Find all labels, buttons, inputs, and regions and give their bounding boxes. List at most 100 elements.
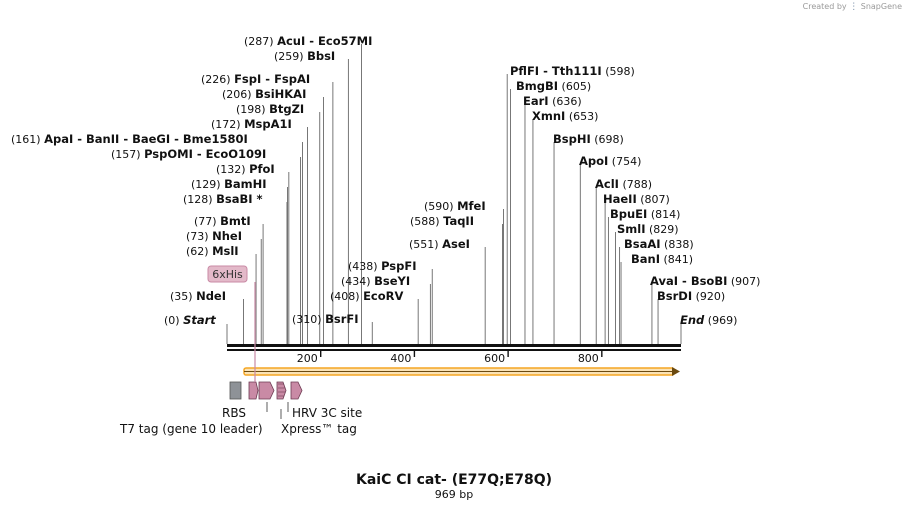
enzyme-name: BsrFI	[325, 312, 358, 326]
rbs-label: RBS	[222, 406, 246, 420]
site-label-26[interactable]: BspHI (698)	[553, 132, 624, 146]
scale-tick-label: 400	[390, 352, 411, 365]
site-label-11[interactable]: (77) BmtI	[194, 214, 251, 228]
enzyme-name: SmlI	[617, 222, 646, 236]
hrv-label: HRV 3C site	[292, 406, 362, 420]
site-label-21[interactable]: (551) AseI	[409, 237, 470, 251]
site-label-3[interactable]: (206) BsiHKAI	[222, 87, 306, 101]
his-label-box[interactable]	[207, 265, 248, 283]
site-label-10[interactable]: (128) BsaBI *	[183, 192, 263, 206]
enzyme-name: MslI	[212, 244, 239, 258]
enzyme-name: BamHI	[224, 177, 266, 191]
enzyme-name: BtgZI	[269, 102, 304, 116]
enzyme-name: AseI	[442, 237, 470, 251]
orf-arrowhead-icon	[672, 367, 680, 376]
enzyme-name: Tth111I	[552, 64, 602, 78]
enzyme-name: ApaI	[44, 132, 73, 146]
site-label-7[interactable]: (157) PspOMI - EcoO109I	[111, 147, 266, 161]
scale-tick-label: 800	[578, 352, 599, 365]
site-label-25[interactable]: XmnI (653)	[532, 109, 598, 123]
site-label-32[interactable]: BsaAI (838)	[624, 237, 694, 251]
site-label-14[interactable]: (35) NdeI	[170, 289, 226, 303]
site-label-24[interactable]: EarI (636)	[523, 94, 582, 108]
credit-text: Created by	[802, 2, 847, 11]
dna-backbone-bottom	[227, 349, 681, 351]
site-label-27[interactable]: ApoI (754)	[579, 154, 641, 168]
site-label-15[interactable]: (438) PspFI	[348, 259, 417, 273]
enzyme-name: EcoO109I	[206, 147, 267, 161]
snapgene-credit: Created by ⋮ SnapGene	[803, 2, 902, 12]
enzyme-name: FspI	[234, 72, 261, 86]
site-label-22[interactable]: PflFI - Tth111I (598)	[510, 64, 635, 78]
site-label-17[interactable]: (408) EcoRV	[330, 289, 404, 303]
site-label-1[interactable]: (259) BbsI	[274, 49, 335, 63]
rbs-feature[interactable]	[229, 381, 242, 400]
enzyme-name: PspOMI	[144, 147, 193, 161]
snapgene-logo-icon: ⋮	[849, 2, 859, 12]
his-feature[interactable]	[258, 381, 275, 400]
site-label-2[interactable]: (226) FspI - FspAI	[201, 72, 310, 86]
enzyme-name: TaqII	[443, 214, 474, 228]
enzyme-name: BanII	[86, 132, 119, 146]
site-label-34[interactable]: AvaI - BsoBI (907)	[650, 274, 760, 288]
enzyme-name: FspAI	[274, 72, 310, 86]
enzyme-name: BsaAI	[624, 237, 661, 251]
enzyme-name: BsoBI	[691, 274, 728, 288]
enzyme-name: BmgBI	[516, 79, 558, 93]
credit-brand: SnapGene	[860, 2, 902, 11]
enzyme-name: NheI	[212, 229, 242, 243]
site-label-35[interactable]: BsrDI (920)	[657, 289, 725, 303]
site-label-16[interactable]: (434) BseYI	[341, 274, 410, 288]
site-label-13[interactable]: (62) MslI	[186, 244, 239, 258]
enzyme-name: BbsI	[307, 49, 335, 63]
t7-tag-feature[interactable]	[248, 381, 259, 400]
map-title: KaiC CI cat- (E77Q;E78Q)	[356, 472, 552, 488]
enzyme-name: MfeI	[457, 199, 486, 213]
hrv-3c-feature[interactable]	[290, 381, 303, 400]
enzyme-name: BsrDI	[657, 289, 692, 303]
enzyme-name: XmnI	[532, 109, 565, 123]
enzyme-name: Eco57MI	[318, 34, 372, 48]
site-label-30[interactable]: BpuEI (814)	[610, 207, 680, 221]
xpress-tag-feature[interactable]	[276, 381, 287, 400]
site-label-5[interactable]: (172) MspA1I	[211, 117, 292, 131]
site-label-0[interactable]: (287) AcuI - Eco57MI	[244, 34, 372, 48]
enzyme-name: ApoI	[579, 154, 608, 168]
enzyme-name: NdeI	[196, 289, 226, 303]
site-label-6[interactable]: (161) ApaI - BanII - BaeGI - Bme1580I	[11, 132, 248, 146]
site-label-18[interactable]: (310) BsrFI	[292, 312, 359, 326]
site-label-12[interactable]: (73) NheI	[186, 229, 242, 243]
start-label: (0) Start	[164, 313, 216, 327]
enzyme-name: HaeII	[603, 192, 637, 206]
t7-tag-label: T7 tag (gene 10 leader)	[119, 422, 263, 436]
enzyme-name: BaeGI	[132, 132, 170, 146]
enzyme-name: AclI	[595, 177, 619, 191]
xpress-tag-label: Xpress™ tag	[281, 422, 357, 436]
end-label: End (969)	[680, 313, 737, 327]
site-label-8[interactable]: (132) PfoI	[216, 162, 275, 176]
dna-backbone-top	[227, 344, 681, 347]
site-label-31[interactable]: SmlI (829)	[617, 222, 679, 236]
site-label-29[interactable]: HaeII (807)	[603, 192, 670, 206]
site-label-4[interactable]: (198) BtgZI	[236, 102, 304, 116]
site-label-20[interactable]: (588) TaqII	[410, 214, 474, 228]
enzyme-name: PspFI	[381, 259, 416, 273]
enzyme-name: AvaI	[650, 274, 678, 288]
enzyme-name: BsiHKAI	[255, 87, 306, 101]
his-label: 6xHis	[212, 268, 243, 281]
site-label-19[interactable]: (590) MfeI	[424, 199, 486, 213]
site-labels: (287) AcuI - Eco57MI(259) BbsI (226) FspI…	[11, 34, 760, 327]
scale-ticks: 200 400 600 800	[297, 351, 603, 365]
enzyme-name: MspA1I	[244, 117, 292, 131]
site-lines	[226, 44, 682, 344]
enzyme-name: BpuEI	[610, 207, 647, 221]
enzyme-name: BanI	[631, 252, 660, 266]
scale-tick-label: 600	[484, 352, 505, 365]
enzyme-name: Bme1580I	[183, 132, 248, 146]
site-label-23[interactable]: BmgBI (605)	[516, 79, 591, 93]
enzyme-name: AcuI	[277, 34, 305, 48]
site-label-33[interactable]: BanI (841)	[631, 252, 693, 266]
site-label-9[interactable]: (129) BamHI	[191, 177, 267, 191]
site-label-28[interactable]: AclI (788)	[595, 177, 652, 191]
